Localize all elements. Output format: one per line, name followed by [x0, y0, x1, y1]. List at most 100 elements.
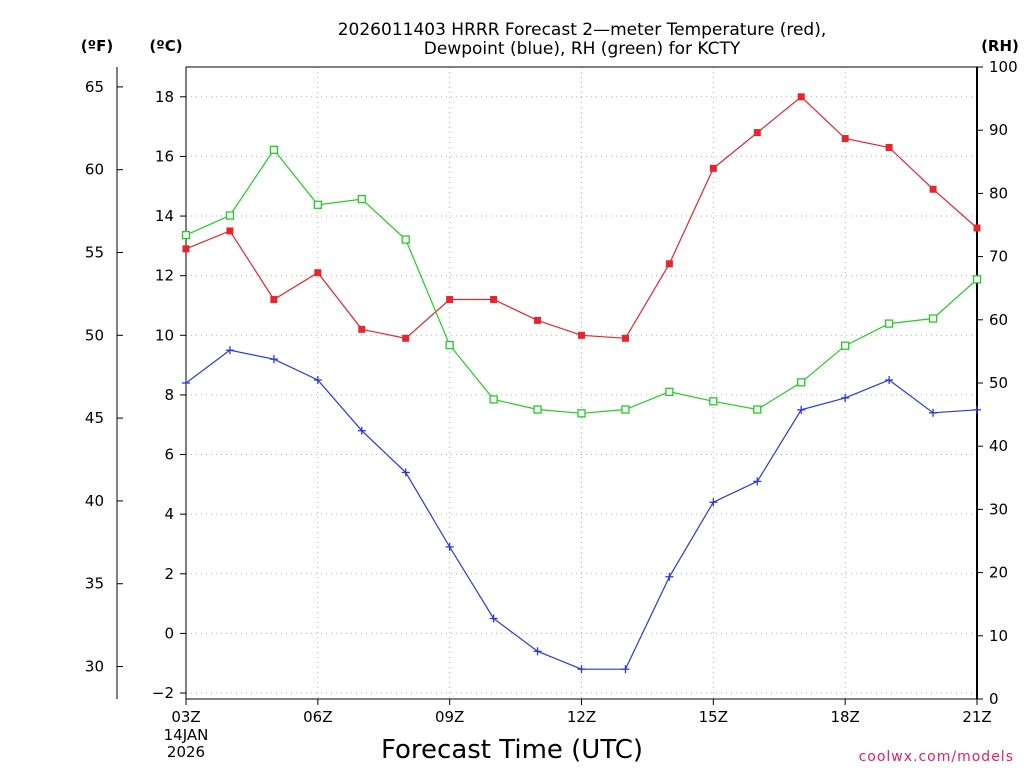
celsius-tick-label: 12	[155, 267, 174, 285]
rh-point	[225, 211, 235, 220]
rh-point	[928, 314, 938, 323]
dewpoint-point	[577, 665, 586, 674]
fahrenheit-tick-label: 60	[85, 161, 104, 179]
rh-point	[489, 395, 498, 404]
dewpoint-point	[489, 614, 498, 623]
dewpoint-point	[709, 498, 718, 507]
rh-tick-label: 10	[989, 627, 1008, 645]
celsius-unit-label: (ºC)	[149, 37, 182, 55]
x-tick-label: 09Z	[435, 708, 464, 726]
rh-point	[621, 405, 630, 414]
celsius-tick-label: 2	[164, 565, 174, 583]
temperature-point	[270, 296, 278, 304]
dewpoint-point	[313, 376, 322, 385]
rh-tick-label: 30	[989, 500, 1008, 518]
temperature-point	[490, 296, 498, 304]
rh-tick-label: 70	[989, 248, 1008, 266]
chart-title-line-1: 2026011403 HRRR Forecast 2—meter Tempera…	[338, 20, 827, 40]
rh-point	[972, 275, 982, 284]
dewpoint-point	[621, 665, 630, 674]
rh-point	[533, 405, 542, 414]
rh-point	[753, 405, 762, 414]
rh-point	[665, 387, 674, 396]
dewpoint-point	[225, 346, 234, 355]
temperature-point	[841, 135, 849, 143]
celsius-tick-label: 18	[155, 88, 174, 106]
fahrenheit-tick-label: 55	[85, 243, 104, 261]
temperature-point	[709, 164, 717, 172]
dewpoint-point	[445, 542, 454, 551]
dewpoint-point	[182, 379, 190, 387]
celsius-tick-label: −2	[152, 684, 174, 702]
rh-tick-label: 20	[989, 564, 1008, 582]
rh-point	[313, 200, 322, 209]
dewpoint-point	[885, 376, 894, 385]
celsius-tick-label: 14	[155, 207, 174, 225]
fahrenheit-tick-label: 65	[85, 78, 104, 96]
fahrenheit-unit-label: (ºF)	[81, 37, 113, 55]
dewpoint-point	[973, 405, 981, 414]
rh-tick-label: 90	[989, 121, 1008, 139]
temperature-point	[226, 227, 234, 235]
fahrenheit-tick-label: 45	[85, 409, 104, 427]
celsius-tick-label: 0	[164, 624, 174, 642]
celsius-tick-label: 4	[164, 505, 174, 523]
celsius-axis-ticks: −2 0 2 4 6 8 10 12 14 16 18	[152, 88, 186, 702]
dewpoint-point	[533, 647, 542, 656]
dewpoint-point	[401, 468, 410, 477]
dewpoint-point	[797, 405, 806, 414]
rh-point	[577, 409, 586, 418]
temperature-point	[973, 224, 981, 232]
rh-unit-label: (RH)	[981, 37, 1019, 55]
temperature-point	[578, 331, 585, 339]
fahrenheit-tick-label: 35	[85, 575, 104, 593]
temperature-point	[797, 93, 805, 101]
temperature-point	[402, 334, 410, 342]
rh-tick-label: 100	[989, 58, 1018, 76]
rh-axis-ticks: 0 10 20 30 40 50 60 70 80 90 100	[977, 58, 1018, 708]
x-tick-label: 03Z	[171, 708, 200, 726]
rh-tick-label: 60	[989, 311, 1008, 329]
grid-lines	[186, 67, 977, 699]
dewpoint-point	[929, 408, 938, 417]
x-date-label-day: 14JAN	[164, 726, 209, 744]
temperature-point	[885, 143, 893, 151]
credit-label: coolwx.com/models	[859, 749, 1014, 765]
x-date-label-year: 2026	[167, 743, 205, 761]
rh-tick-label: 80	[989, 184, 1008, 202]
dewpoint-point	[665, 572, 674, 581]
celsius-tick-label: 8	[164, 386, 174, 404]
x-tick-label: 18Z	[830, 708, 859, 726]
rh-point	[797, 378, 806, 387]
rh-point	[445, 340, 454, 350]
rh-point	[841, 341, 850, 350]
rh-tick-label: 40	[989, 437, 1008, 455]
chart-title-line-2: Dewpoint (blue), RH (green) for KCTY	[424, 39, 741, 59]
temperature-point	[358, 325, 366, 333]
fahrenheit-axis-ticks: 30 35 40 45 50 55 60 65	[85, 78, 123, 676]
x-axis-label: Forecast Time (UTC)	[381, 735, 643, 765]
rh-tick-label: 50	[989, 374, 1008, 392]
temperature-point	[534, 316, 542, 324]
celsius-tick-label: 6	[164, 446, 174, 464]
x-tick-label: 21Z	[962, 708, 991, 726]
x-axis-ticks: 03Z 06Z 09Z 12Z 15Z 18Z 21Z	[171, 699, 992, 726]
rh-point	[401, 235, 410, 244]
temperature-point	[314, 269, 322, 277]
temperature-point	[182, 245, 190, 253]
temperature-point	[929, 185, 937, 193]
data-series	[181, 93, 982, 674]
dewpoint-line	[185, 349, 978, 670]
temperature-point	[753, 129, 761, 137]
celsius-tick-label: 16	[155, 147, 174, 165]
rh-point	[357, 194, 366, 204]
temperature-point	[665, 260, 673, 268]
temperature-point	[621, 334, 629, 342]
dewpoint-point	[357, 426, 366, 435]
dewpoint-point	[269, 355, 278, 364]
fahrenheit-tick-label: 30	[85, 658, 104, 676]
celsius-tick-label: 10	[155, 326, 174, 344]
dewpoint-point	[753, 477, 762, 486]
fahrenheit-tick-label: 40	[85, 492, 104, 510]
